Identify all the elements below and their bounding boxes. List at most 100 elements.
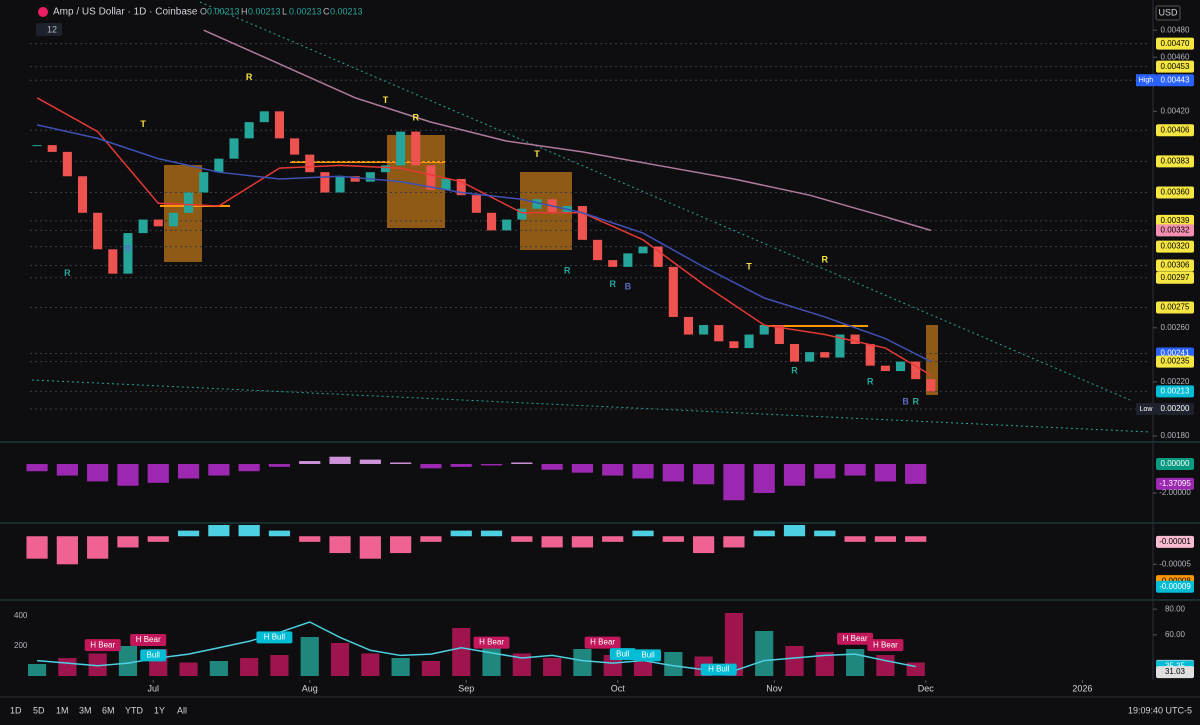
candle: [123, 233, 133, 274]
range-button[interactable]: YTD: [125, 705, 144, 715]
candle: [699, 325, 709, 335]
candle: [411, 131, 421, 166]
price-badge-label: 0.00241: [1161, 349, 1190, 358]
range-button[interactable]: 3M: [79, 705, 92, 715]
signal-marker: B: [625, 282, 632, 292]
price-badge: [1156, 74, 1194, 87]
price-badge-label: 0.00000: [1161, 459, 1190, 468]
zone-box[interactable]: [926, 325, 938, 395]
ohlc-value: 0.00213: [248, 6, 281, 16]
moving-average: [203, 29, 932, 232]
y-tick-label: 200: [14, 641, 28, 650]
price-badge: [1156, 186, 1194, 199]
indicator-toggle[interactable]: [36, 23, 62, 36]
divergence-box: [140, 649, 167, 662]
range-button[interactable]: All: [177, 705, 187, 715]
ohlc-value: 0.00213: [207, 6, 240, 16]
price-badge-label: 0.00383: [1161, 156, 1190, 165]
candle: [926, 379, 936, 392]
volume-bar: [603, 655, 622, 676]
histogram-bar: [359, 459, 381, 464]
candle: [638, 246, 648, 254]
price-tag: High: [1139, 77, 1154, 84]
range-button[interactable]: 6M: [102, 705, 115, 715]
price-badge-label: 0.00332: [1161, 225, 1190, 234]
price-badge-label: -0.00009: [1159, 582, 1191, 591]
candle: [320, 172, 330, 193]
volume-bar: [846, 649, 865, 676]
clock: 19:09:40 UTC-5: [1128, 705, 1192, 715]
candle: [850, 334, 860, 345]
candle: [244, 122, 254, 139]
currency-button[interactable]: [1155, 5, 1181, 21]
candle: [744, 334, 754, 349]
range-button[interactable]: 5D: [33, 705, 45, 715]
currency[interactable]: USD: [1158, 7, 1178, 17]
candle: [274, 111, 284, 139]
price-axis-label: -0.00005: [1159, 559, 1191, 568]
macd-bar: [390, 536, 412, 554]
price-badge: [1156, 477, 1194, 490]
range-button[interactable]: 1D: [10, 705, 22, 715]
candle: [335, 176, 345, 193]
price-badge: [1156, 301, 1194, 314]
symbol-title[interactable]: Amp / US Dollar · 1D · Coinbase: [53, 7, 198, 18]
price-badge: [1156, 155, 1194, 168]
price-badge: [1156, 60, 1194, 73]
indicator-count[interactable]: 12: [47, 24, 57, 34]
ohlc-key: H: [241, 6, 248, 16]
candle: [290, 138, 300, 155]
price-badge: [1156, 666, 1194, 679]
histogram-bar: [329, 456, 351, 464]
histogram-bar: [905, 463, 927, 484]
volume-bar: [27, 664, 47, 676]
price-badge-label: 0.00470: [1161, 39, 1190, 48]
histogram-bar: [571, 463, 594, 473]
price-badge-label: 0.00275: [1161, 303, 1190, 312]
candle: [835, 334, 845, 358]
candle: [229, 138, 239, 159]
moving-average: [36, 124, 932, 363]
histogram-bar: [511, 462, 533, 464]
candle: [668, 266, 678, 317]
candle: [880, 365, 890, 372]
divergence-box: [837, 632, 874, 645]
histogram-bar: [208, 463, 230, 476]
tag-box: [1136, 402, 1156, 415]
range-button[interactable]: 1Y: [154, 705, 165, 715]
price-badge-label: 0.00360: [1161, 188, 1190, 197]
histogram-bar: [56, 463, 78, 476]
candle: [774, 325, 784, 345]
range-button[interactable]: 1M: [56, 705, 69, 715]
price-axis-label: 0.00460: [1161, 52, 1190, 61]
divergence-box: [256, 631, 293, 644]
price-badge-label: 31.03: [1165, 667, 1186, 676]
symbol-icon: [38, 7, 48, 17]
candle: [502, 219, 512, 231]
macd-bar: [238, 525, 260, 537]
ohlc-readout: O 0.00213 H 0.00213 L 0.00213 C 0.00213: [200, 6, 363, 16]
x-tick-label: Jul: [147, 683, 159, 693]
histogram-bar: [602, 463, 624, 476]
signal-marker: R: [912, 397, 919, 407]
price-badge: [1156, 124, 1194, 137]
candle: [168, 212, 178, 227]
candle: [759, 325, 769, 335]
divergence-box: [609, 648, 636, 661]
trend-line[interactable]: [199, 1, 1131, 401]
histogram-bar: [814, 463, 836, 479]
price-axis-label: 80.00: [1165, 604, 1186, 613]
histogram-bar: [632, 463, 654, 479]
macd-bar: [480, 530, 503, 537]
histogram-bar: [723, 463, 745, 501]
macd-bar: [511, 536, 533, 542]
volume-bar: [906, 662, 925, 676]
trend-line[interactable]: [31, 379, 1151, 433]
histogram-bar: [480, 463, 503, 466]
volume-bar: [240, 658, 259, 676]
macd-bar: [359, 536, 381, 559]
histogram-bar: [541, 463, 563, 470]
candle: [396, 131, 406, 166]
